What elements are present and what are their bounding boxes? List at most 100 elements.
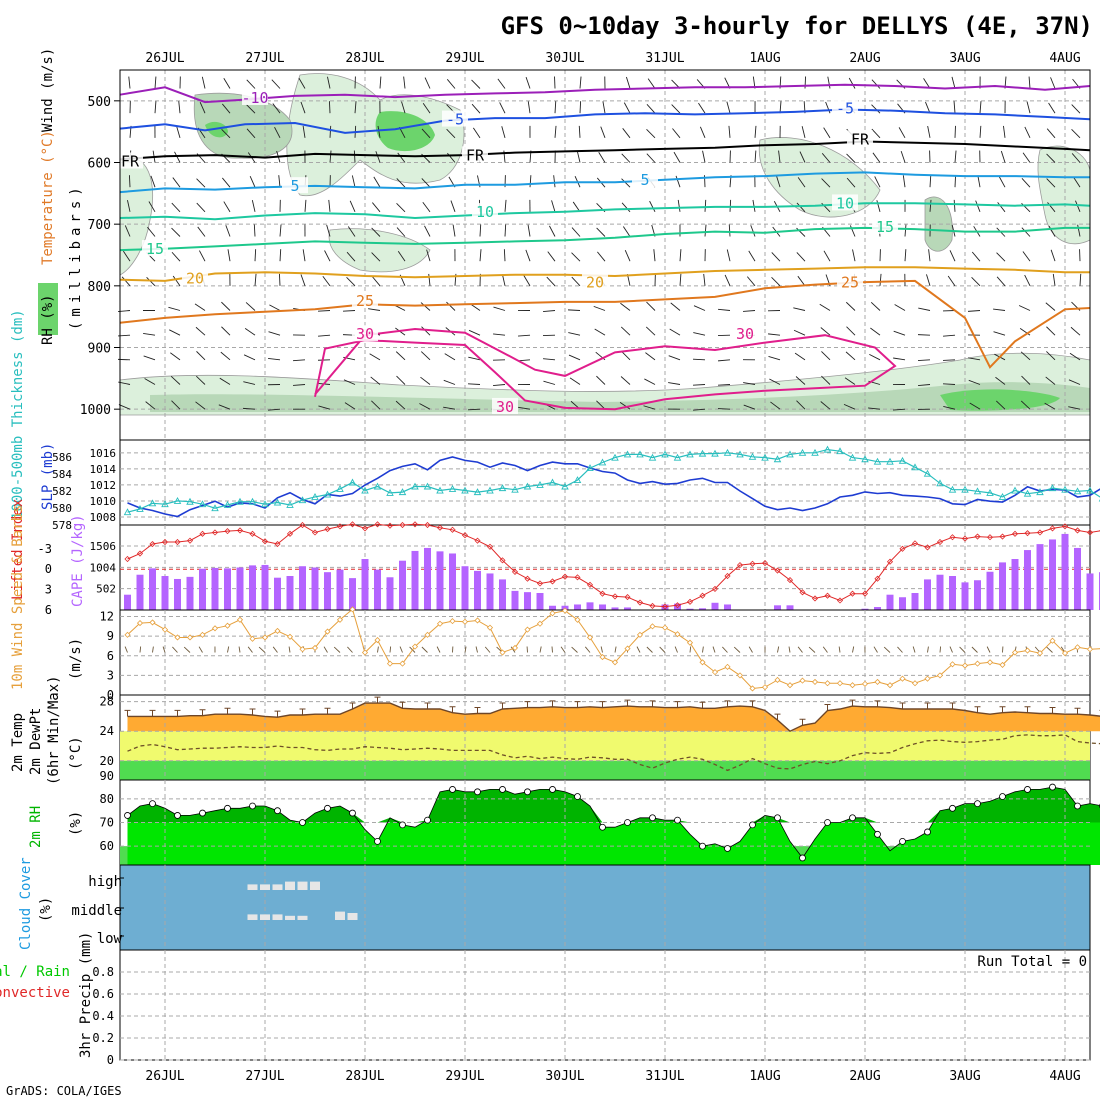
temp2m-minmax-bar xyxy=(549,700,556,707)
lifted-point xyxy=(836,597,844,604)
wind-barb xyxy=(846,153,856,163)
wind-barb xyxy=(254,273,257,286)
wind-barb xyxy=(1022,251,1031,262)
wind-barb xyxy=(397,152,406,163)
wind-barb xyxy=(902,175,906,188)
wind-barb xyxy=(278,175,281,188)
wind-barb xyxy=(199,102,206,114)
lifted-point xyxy=(549,578,556,585)
wind10m-barb xyxy=(464,646,467,653)
contour-30 xyxy=(314,327,897,411)
wind-barb xyxy=(1068,379,1081,385)
wind-barb xyxy=(424,225,431,237)
contour-label: 15 xyxy=(146,240,164,258)
wind-barb xyxy=(795,376,806,385)
wind-barb xyxy=(318,405,331,410)
rh2m-point xyxy=(799,854,806,862)
wind-barb xyxy=(673,151,681,163)
cape-tick-label: 502 xyxy=(96,583,116,596)
cape-bar xyxy=(174,578,181,610)
cape-bar xyxy=(349,578,356,610)
dewpt2m-line xyxy=(127,734,1100,772)
contour-label-bg xyxy=(582,273,608,290)
lifted-point xyxy=(586,581,594,588)
wind-barb xyxy=(1079,273,1082,286)
top-day-label: 3AUG xyxy=(949,51,980,66)
rh2m-point xyxy=(824,819,831,826)
wind10m-point xyxy=(899,675,906,682)
wind-barb xyxy=(728,125,731,138)
lifted-point xyxy=(461,532,469,539)
temp2m-minmax-bar xyxy=(499,702,506,710)
wind10m-point xyxy=(711,669,719,676)
slp-point xyxy=(123,508,132,516)
contour-label-bg xyxy=(142,240,168,257)
cape-bar xyxy=(211,567,219,610)
wind-barb xyxy=(951,76,956,89)
wind-barb xyxy=(726,249,731,262)
rh2m-point xyxy=(374,837,381,845)
wind-barb xyxy=(467,383,481,385)
bottom-day-label: 3AUG xyxy=(949,1069,980,1084)
wind-barb xyxy=(1050,77,1056,89)
rh-region-90 xyxy=(375,111,435,152)
temp-tick-label: 20 xyxy=(100,754,114,768)
wind-barb xyxy=(396,203,406,213)
lifted-point xyxy=(861,590,869,597)
wind-barb xyxy=(718,308,731,311)
slp-point xyxy=(923,469,932,477)
dewpt-green-band xyxy=(120,760,1090,780)
lifted-point xyxy=(161,538,169,546)
wind-barb xyxy=(344,402,356,410)
slp-point xyxy=(1061,485,1069,493)
wind10m-point xyxy=(199,631,206,638)
cape-bar xyxy=(336,569,344,610)
contour-15 xyxy=(119,226,1090,252)
wind10m-barb xyxy=(571,646,578,653)
wind-barb xyxy=(174,151,181,163)
wind-barb xyxy=(968,357,981,361)
wind-barb xyxy=(600,126,606,138)
lifted-point xyxy=(611,593,619,600)
precip-total-label: Total / Rain xyxy=(0,964,70,980)
temp2m-lines xyxy=(124,696,1100,772)
chart-title: GFS 0~10day 3-hourly for DELLYS (4E, 37N… xyxy=(501,12,1093,40)
contour-label-bg xyxy=(242,88,268,105)
wind10m-point xyxy=(1074,644,1081,651)
slp-point xyxy=(786,450,794,458)
wind10m-point xyxy=(599,654,606,661)
wind-barb xyxy=(997,202,1006,213)
temp2m-minmax-bar xyxy=(474,706,481,714)
wind10m-barb xyxy=(162,646,166,653)
wind-barb xyxy=(717,384,731,386)
temp2m-minmax-bar xyxy=(949,702,956,710)
wind-barb xyxy=(223,201,231,213)
wind-barb xyxy=(444,353,456,361)
wind-barb xyxy=(693,305,706,311)
wind-barb xyxy=(871,128,881,139)
wind10m-point xyxy=(786,682,794,689)
lifted-point xyxy=(511,568,519,575)
wind-barb xyxy=(302,249,306,262)
wind-barb xyxy=(596,227,606,237)
wind-barb xyxy=(971,251,981,262)
wind-barb xyxy=(926,274,931,286)
top-day-label: 1AUG xyxy=(749,51,780,66)
slp-point xyxy=(361,486,369,494)
temp2m-minmax-bar xyxy=(849,699,856,707)
wind-barb xyxy=(221,177,231,188)
wind-barb xyxy=(368,308,381,311)
wind10m-barb xyxy=(939,646,942,653)
wind-barb xyxy=(471,103,481,114)
wind-barb xyxy=(354,101,357,114)
wind-barb xyxy=(768,333,781,336)
temp2m-minmax-bar xyxy=(274,710,281,718)
cape-bars xyxy=(124,533,1100,610)
wind10m-point xyxy=(561,607,569,614)
precip-tick-label: 0.6 xyxy=(92,987,114,1001)
slp-point xyxy=(823,445,832,453)
cloud-bar-high xyxy=(285,881,295,890)
wind-barb xyxy=(124,225,131,237)
contour-label: FR xyxy=(466,146,485,164)
